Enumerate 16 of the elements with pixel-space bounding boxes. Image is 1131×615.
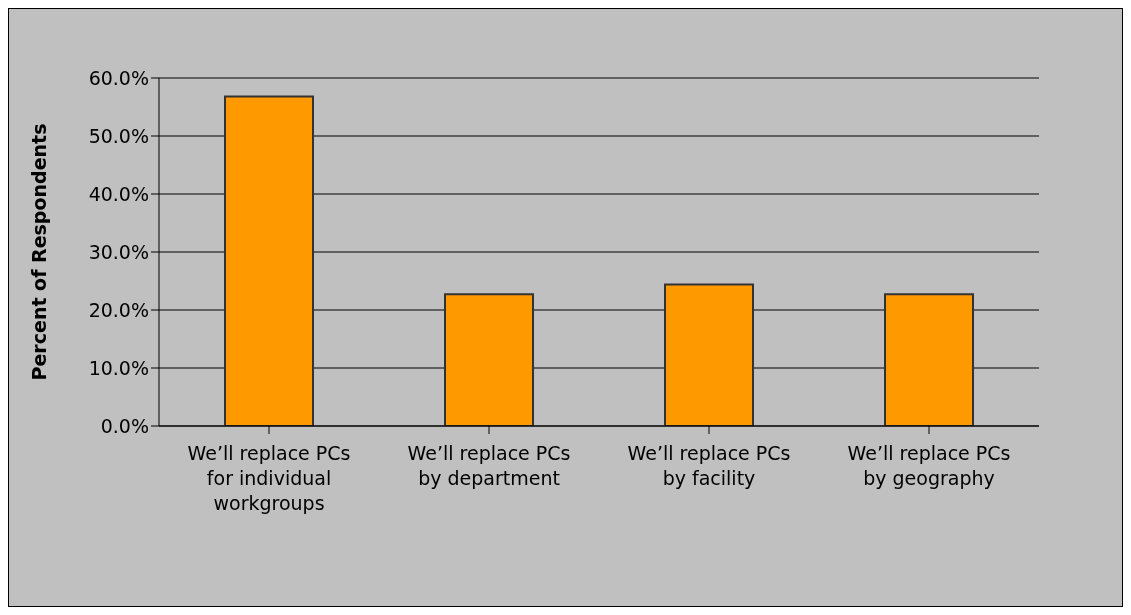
bar <box>444 293 534 426</box>
bar <box>224 95 314 426</box>
y-tick-label: 40.0% <box>88 182 149 205</box>
x-tick-label: We’ll replace PCs by geography <box>847 442 1011 489</box>
y-tick-label: 0.0% <box>100 414 149 437</box>
y-tick-label: 20.0% <box>88 298 149 321</box>
y-tick-label: 30.0% <box>88 240 149 263</box>
y-axis-title: Percent of Respondents <box>27 123 50 381</box>
bar <box>884 293 974 426</box>
x-tick-label: We’ll replace PCs by department <box>407 442 571 489</box>
y-tick-label: 10.0% <box>88 356 149 379</box>
x-tick-label: We’ll replace PCs for individual workgroups <box>187 442 351 514</box>
bar <box>664 283 754 426</box>
y-tick-label: 60.0% <box>88 66 149 89</box>
x-tick-label: We’ll replace PCs by facility <box>627 442 791 489</box>
y-tick-label: 50.0% <box>88 124 149 147</box>
